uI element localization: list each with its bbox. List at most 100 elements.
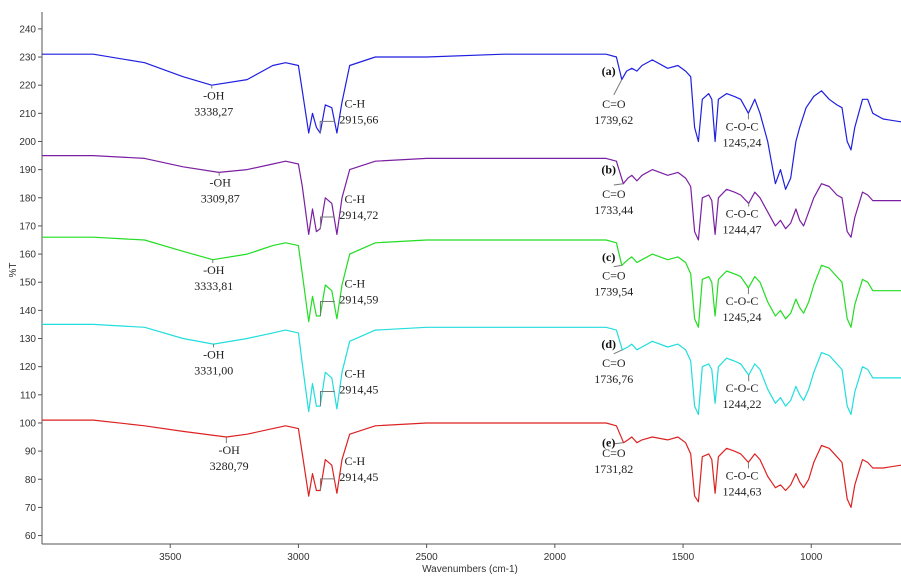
- annotation-name: C-O-C: [726, 381, 759, 395]
- series-label: (a): [602, 64, 616, 78]
- annotation-leader: [319, 478, 335, 491]
- spectrum-line-b: [42, 155, 901, 241]
- y-tick-label: 70: [25, 503, 37, 514]
- y-tick-label: 230: [19, 53, 36, 64]
- y-tick-label: 130: [19, 334, 36, 345]
- annotation-leader: [613, 442, 624, 445]
- annotation-value: 1736,76: [594, 372, 633, 386]
- annotation-name: C-O-C: [726, 207, 759, 221]
- y-tick-label: 140: [19, 306, 36, 317]
- annotation-name: C-O-C: [726, 468, 759, 482]
- peak-annotation: C-H 2914,59: [319, 276, 378, 316]
- peak-annotation: C-H 2914,72: [319, 192, 378, 229]
- annotation-leader: [613, 349, 623, 355]
- y-tick-label: 240: [19, 24, 36, 35]
- y-tick-label: 190: [19, 165, 36, 176]
- annotation-value: 2914,59: [339, 292, 378, 306]
- annotation-name: C-H: [344, 454, 365, 468]
- y-tick-label: 100: [19, 418, 36, 429]
- annotation-value: 2915,66: [339, 112, 378, 126]
- y-tick-label: 210: [19, 109, 36, 120]
- peak-annotation: C=O 1739,62: [594, 79, 633, 127]
- series-labels: (a) (b) (c) (d) (e): [601, 64, 616, 450]
- annotation-value: 1733,44: [594, 203, 633, 217]
- annotation-leader: [319, 120, 335, 134]
- y-tick-label: 220: [19, 81, 36, 92]
- spectrum-line-a: [42, 53, 901, 190]
- annotation-value: 1245,24: [723, 135, 762, 149]
- annotation-name: C=O: [602, 356, 626, 370]
- annotation-name: -OH: [210, 176, 232, 190]
- annotation-name: C-H: [344, 96, 365, 110]
- peak-annotation: -OH 3338,27: [194, 85, 233, 118]
- annotation-value: 3309,87: [201, 192, 240, 206]
- annotation-value: 3331,00: [194, 363, 233, 377]
- series-layer: [42, 53, 901, 508]
- y-tick-label: 160: [19, 250, 36, 261]
- y-tick-label: 90: [25, 447, 37, 458]
- annotation-value: 1739,62: [594, 113, 633, 127]
- peak-annotation: C=O 1739,54: [594, 264, 633, 299]
- annotation-leader: [613, 264, 622, 268]
- annotation-name: C=O: [602, 269, 626, 283]
- plot-frame: [41, 12, 901, 545]
- peak-annotation: -OH 3331,00: [194, 344, 233, 377]
- annotation-leader: [319, 216, 335, 229]
- y-tick-label: 150: [19, 278, 36, 289]
- peak-annotation: C=O 1731,82: [594, 442, 633, 476]
- annotation-name: C-O-C: [726, 119, 759, 133]
- peak-annotation: C-O-C 1244,47: [723, 203, 762, 237]
- y-axis: 60 70 80 90 100 110 120 130 140 150 160 170 180 190 20…: [19, 24, 42, 542]
- annotation-name: C=O: [602, 97, 626, 111]
- x-tick-label: 2000: [544, 552, 567, 563]
- annotation-value: 1739,54: [594, 285, 633, 299]
- x-tick-label: 3500: [159, 552, 182, 563]
- annotation-layer: -OH 3338,27 C-H 2915,66 C=O 1739,62 C-O-C 1245,…: [194, 79, 762, 498]
- annotation-name: -OH: [203, 347, 225, 361]
- series-label: (d): [601, 337, 616, 351]
- annotation-name: C-H: [344, 367, 365, 381]
- peak-annotation: C=O 1736,76: [594, 349, 633, 386]
- x-tick-label: 1000: [800, 552, 823, 563]
- peak-annotation: C-O-C 1245,24: [723, 113, 762, 149]
- series-label: (e): [602, 436, 615, 450]
- spectrum-line-e: [42, 419, 901, 508]
- annotation-leader: [613, 79, 623, 96]
- peak-annotation: -OH 3280,79: [210, 437, 249, 473]
- annotation-value: 3333,81: [194, 279, 233, 293]
- annotation-name: -OH: [219, 443, 241, 457]
- annotation-leader: [319, 300, 335, 316]
- y-tick-label: 120: [19, 362, 36, 373]
- x-tick-label: 2500: [416, 552, 439, 563]
- y-tick-label: 180: [19, 193, 36, 204]
- series-label: (b): [601, 163, 616, 177]
- peak-annotation: C-H 2915,66: [319, 96, 378, 134]
- annotation-value: 2914,72: [339, 208, 378, 222]
- y-tick-label: 200: [19, 137, 36, 148]
- peak-annotation: C-H 2914,45: [319, 454, 378, 491]
- x-axis: 3500 3000 2500 2000 1500 1000: [159, 544, 823, 563]
- annotation-value: 3280,79: [210, 459, 249, 473]
- y-tick-label: 110: [20, 390, 36, 401]
- annotation-name: C-H: [344, 276, 365, 290]
- annotation-value: 1244,22: [723, 397, 762, 411]
- y-tick-label: 80: [25, 475, 37, 486]
- y-tick-label: 60: [25, 531, 37, 542]
- spectrum-line-d: [42, 323, 901, 416]
- annotation-value: 1731,82: [594, 462, 633, 476]
- annotation-name: C-H: [344, 192, 365, 206]
- peak-annotation: C-O-C 1245,24: [723, 287, 762, 324]
- y-tick-label: 170: [19, 221, 36, 232]
- annotation-value: 1244,63: [723, 484, 762, 498]
- peak-annotation: C-O-C 1244,22: [723, 375, 762, 411]
- x-tick-label: 1500: [672, 552, 695, 563]
- annotation-value: 1245,24: [723, 310, 762, 324]
- annotation-value: 3338,27: [194, 104, 233, 118]
- annotation-name: -OH: [203, 88, 225, 102]
- annotation-name: -OH: [203, 263, 225, 277]
- spectrum-line-c: [42, 236, 901, 328]
- annotation-value: 2914,45: [339, 383, 378, 397]
- peak-annotation: C-O-C 1244,63: [723, 462, 762, 498]
- peak-annotation: C-H 2914,45: [319, 367, 378, 407]
